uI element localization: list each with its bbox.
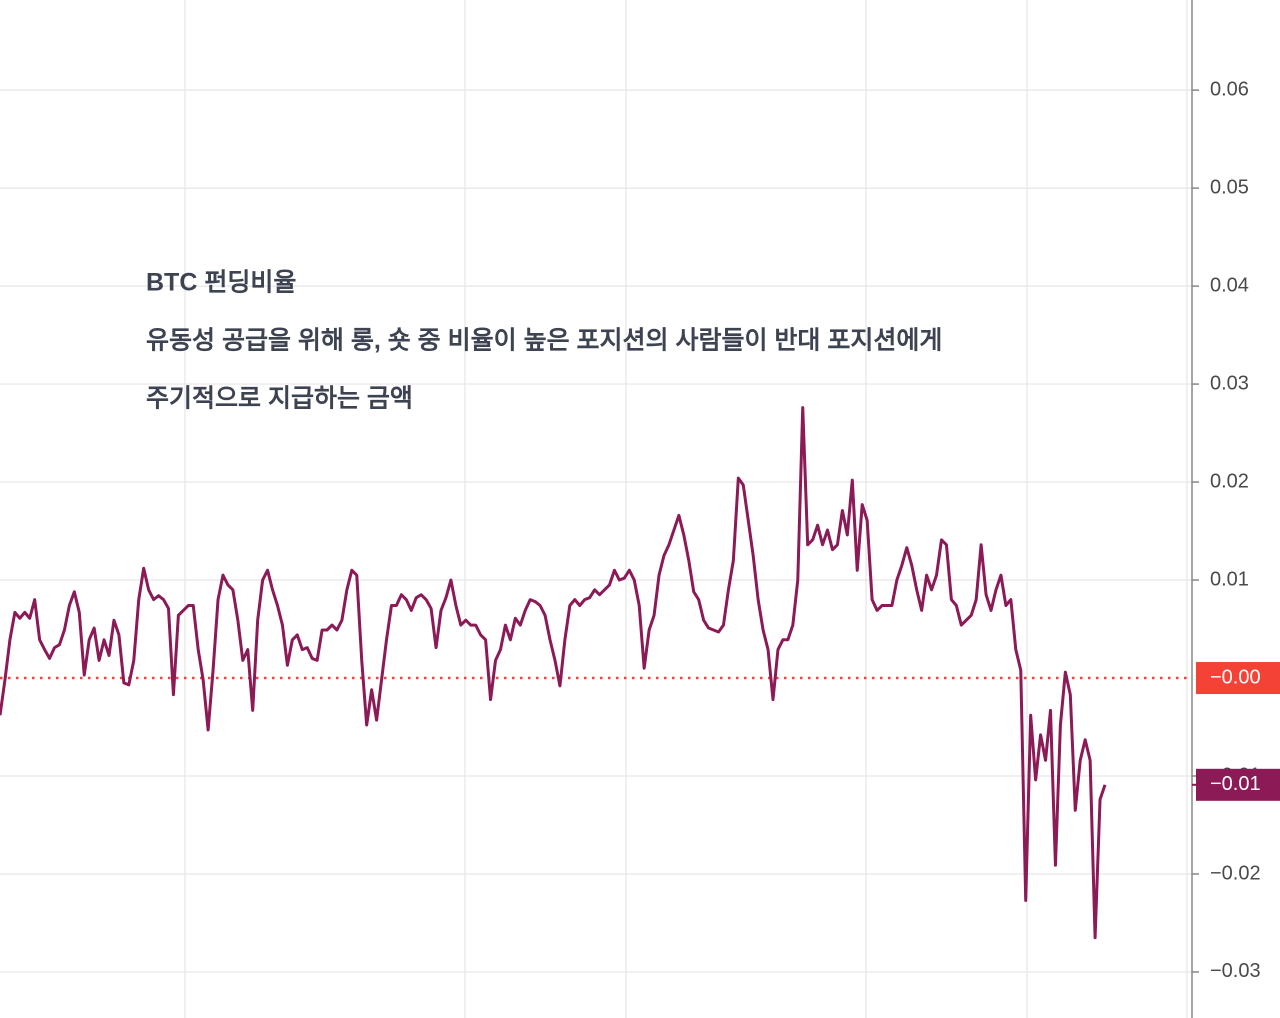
chart-title: BTC 펀딩비율 (146, 269, 296, 297)
last-value-label: −0.01 (1210, 773, 1261, 795)
y-tick-label: 0.05 (1210, 176, 1249, 198)
reference-badge (1196, 662, 1280, 695)
plot (0, 406, 1192, 940)
y-tick-label: −0.02 (1210, 862, 1261, 884)
last-value-badge (1196, 768, 1280, 801)
y-tick-label: 0.04 (1210, 274, 1249, 296)
y-tick-label: 0.02 (1210, 470, 1249, 492)
y-tick-label: 0.06 (1210, 78, 1249, 100)
grid (0, 0, 1192, 1018)
y-tick-label: −0.03 (1210, 960, 1261, 982)
y-tick-label: 0.01 (1210, 568, 1249, 590)
annotation: 주기적으로 지급하는 금액 (146, 385, 413, 413)
reference-label: −0.00 (1210, 666, 1261, 688)
y-tick-label: 0.03 (1210, 372, 1249, 394)
annotation: 유동성 공급을 위해 롱, 숏 중 비율이 높은 포지션의 사람들이 반대 포지… (146, 327, 942, 355)
series-line (0, 406, 1107, 940)
